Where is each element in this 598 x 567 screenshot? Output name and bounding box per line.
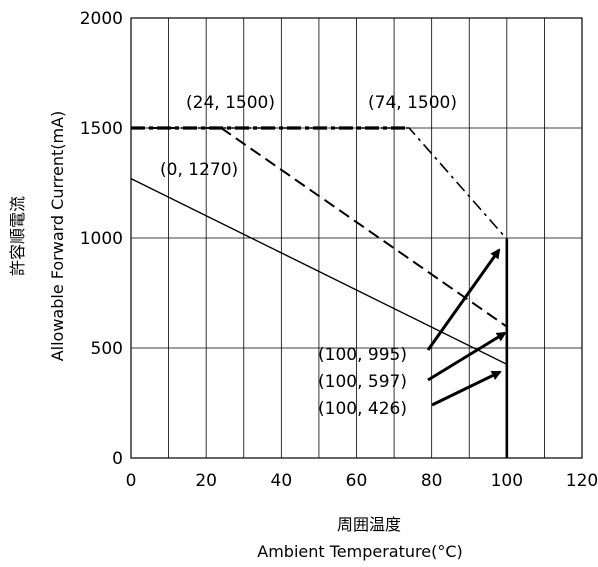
y-tick-label: 1000 bbox=[80, 229, 123, 249]
annotation-0-1270: (0, 1270) bbox=[160, 160, 238, 180]
y-tick-label: 0 bbox=[112, 449, 123, 469]
annotation-100-995: (100, 995) bbox=[318, 345, 407, 365]
x-tick-label: 60 bbox=[346, 471, 368, 491]
annotation-24-1500: (24, 1500) bbox=[186, 93, 275, 113]
x-axis-label-en: Ambient Temperature(°C) bbox=[257, 542, 462, 561]
grid-lines bbox=[131, 18, 582, 458]
x-tick-label: 40 bbox=[271, 471, 293, 491]
x-tick-label: 20 bbox=[195, 471, 217, 491]
tick-labels: 0 20 40 60 80 100 120 0 500 1000 1500 2000 bbox=[80, 9, 598, 491]
x-tick-label: 0 bbox=[126, 471, 137, 491]
annotation-100-426: (100, 426) bbox=[318, 399, 407, 419]
annotation-74-1500: (74, 1500) bbox=[368, 93, 457, 113]
x-tick-label: 120 bbox=[566, 471, 598, 491]
arrow-100-995 bbox=[426, 248, 501, 351]
y-tick-label: 500 bbox=[91, 339, 123, 359]
y-tick-label: 2000 bbox=[80, 9, 123, 29]
arrow-100-426 bbox=[431, 370, 502, 407]
y-axis-label-ja: 許容順電流 bbox=[8, 196, 27, 276]
plot-frame bbox=[130, 17, 583, 459]
series-layer bbox=[130, 126, 509, 458]
x-axis-label-ja: 周囲温度 bbox=[337, 515, 401, 534]
y-axis-label-en: Allowable Forward Current(mA) bbox=[48, 111, 67, 362]
x-tick-label: 100 bbox=[491, 471, 523, 491]
y-tick-label: 1500 bbox=[80, 119, 123, 139]
arrow-100-597 bbox=[427, 331, 507, 382]
x-tick-label: 80 bbox=[421, 471, 443, 491]
annotation-100-597: (100, 597) bbox=[318, 372, 407, 392]
